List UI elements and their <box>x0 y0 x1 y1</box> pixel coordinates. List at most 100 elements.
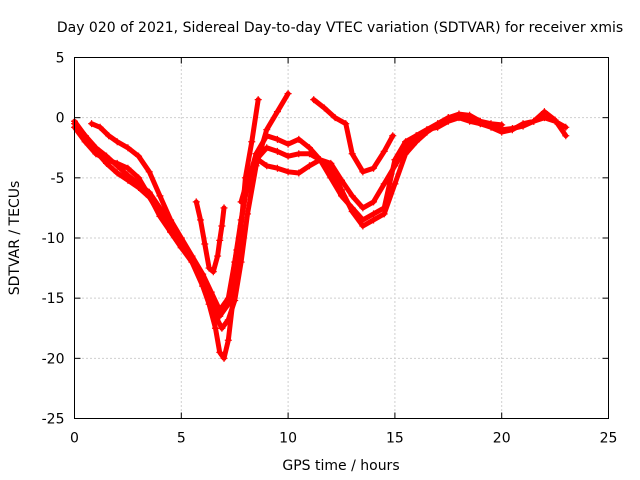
data-point <box>105 132 113 140</box>
data-point <box>216 312 224 320</box>
data-point <box>487 120 495 128</box>
grid <box>74 57 609 419</box>
data-point <box>455 110 463 118</box>
data-point <box>310 96 318 104</box>
data-point <box>498 121 506 129</box>
y-axis-title: SDTVAR / TECUs <box>7 181 23 296</box>
y-tick-label: 0 <box>56 111 65 127</box>
data-point <box>348 208 356 216</box>
data-point <box>263 144 271 152</box>
series-track-7 <box>192 198 228 276</box>
data-point <box>197 216 205 224</box>
data-point <box>135 180 143 188</box>
data-point <box>205 264 213 272</box>
data-point <box>380 210 388 218</box>
data-point <box>562 132 570 140</box>
data-point <box>423 126 431 134</box>
x-tick-label: 5 <box>177 431 186 447</box>
data-point <box>305 150 313 158</box>
data-point <box>220 354 228 362</box>
data-point <box>237 258 245 266</box>
data-point <box>254 96 262 104</box>
data-point <box>434 120 442 128</box>
data-point <box>551 116 559 124</box>
data-point <box>284 90 292 98</box>
y-tick-label: -10 <box>42 231 65 247</box>
data-point <box>263 132 271 140</box>
y-tick-label: -5 <box>51 171 65 187</box>
x-tick-labels: 0 5 10 15 20 25 <box>70 431 617 447</box>
data-point <box>389 132 397 140</box>
x-tick-label: 0 <box>70 431 79 447</box>
data-point <box>201 240 209 248</box>
data-point <box>412 132 420 140</box>
data-point <box>124 171 132 179</box>
y-tick-label: 5 <box>56 51 65 67</box>
data-point <box>246 168 254 176</box>
data-point <box>316 156 324 164</box>
data-point <box>295 135 303 143</box>
x-tick-label: 20 <box>493 431 511 447</box>
data-point <box>295 150 303 158</box>
data-point <box>145 168 153 176</box>
data-point <box>530 117 538 125</box>
data-point <box>391 162 399 170</box>
data-point <box>103 152 111 160</box>
data-point <box>540 108 548 116</box>
data-point <box>348 150 356 158</box>
data-point <box>188 252 196 260</box>
x-tick-label: 10 <box>279 431 297 447</box>
data-point <box>284 168 292 176</box>
data-point <box>380 147 388 155</box>
data-point <box>145 188 153 196</box>
data-point <box>444 114 452 122</box>
series-track-6 <box>310 96 397 176</box>
data-point <box>370 164 378 172</box>
data-point <box>370 210 378 218</box>
data-point <box>135 174 143 182</box>
y-tick-label: -25 <box>42 412 65 428</box>
data-point <box>216 306 224 314</box>
data-point <box>248 138 256 146</box>
data-point <box>209 268 217 276</box>
data-point <box>177 234 185 242</box>
data-point <box>207 300 215 308</box>
data-point <box>214 252 222 260</box>
y-tick-labels: 5 0 -5 -10 -15 -20 -25 <box>42 51 65 428</box>
data-point <box>380 180 388 188</box>
data-point <box>519 120 527 128</box>
data-point <box>263 162 271 170</box>
data-point <box>338 186 345 194</box>
data-point <box>327 159 335 167</box>
data-point <box>402 144 410 152</box>
data-point <box>124 144 132 152</box>
data-point <box>338 176 345 184</box>
data-point <box>92 150 100 158</box>
data-point <box>224 294 232 302</box>
data-point <box>113 162 121 170</box>
chart-title: Day 020 of 2021, Sidereal Day-to-day VTE… <box>57 20 623 36</box>
data-point <box>359 168 367 176</box>
data-point <box>273 164 281 172</box>
data-point <box>508 126 516 134</box>
data-point <box>211 324 219 332</box>
data-point <box>273 147 281 155</box>
data-point <box>156 192 164 200</box>
data-point <box>476 117 484 125</box>
data-point <box>391 180 399 188</box>
ticks <box>74 57 609 419</box>
data-point <box>167 216 175 224</box>
data-point <box>96 123 104 131</box>
data-point <box>224 336 232 344</box>
x-tick-label: 15 <box>386 431 404 447</box>
x-axis-title: GPS time / hours <box>282 458 399 474</box>
data-point <box>113 169 121 177</box>
data-point <box>233 246 241 254</box>
data-point <box>135 152 143 160</box>
data-point <box>254 156 262 164</box>
data-point <box>192 198 200 206</box>
data-point <box>359 222 367 230</box>
data-point <box>156 204 164 212</box>
data-point <box>218 222 226 230</box>
